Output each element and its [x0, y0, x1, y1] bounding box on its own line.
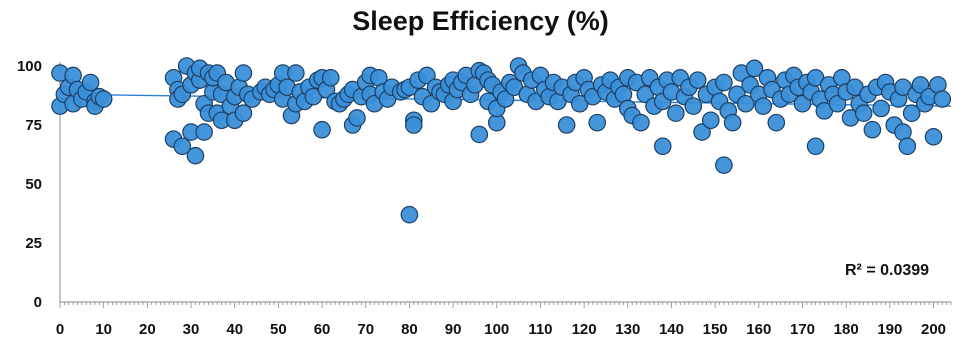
data-point — [418, 66, 436, 85]
y-tick-label: 25 — [25, 235, 42, 252]
data-point — [313, 120, 331, 139]
data-point — [688, 71, 707, 89]
data-point — [496, 90, 515, 108]
data-point — [767, 113, 786, 132]
data-point — [234, 104, 253, 122]
data-point — [715, 156, 733, 174]
x-tick-label: 40 — [226, 321, 243, 338]
x-tick-label: 30 — [183, 321, 200, 338]
x-tick-label: 100 — [484, 321, 509, 338]
data-point — [653, 137, 672, 156]
data-point — [81, 73, 100, 92]
x-tick-label: 190 — [877, 321, 902, 338]
x-tick-label: 160 — [746, 321, 771, 338]
y-tick-label: 50 — [25, 176, 42, 193]
data-point — [321, 69, 340, 87]
data-point — [173, 137, 192, 156]
data-point — [186, 146, 205, 165]
data-point — [736, 94, 755, 113]
data-point — [470, 125, 489, 144]
data-point — [863, 120, 882, 139]
data-point — [723, 113, 742, 132]
x-tick-label: 130 — [615, 321, 640, 338]
chart-title: Sleep Efficiency (%) — [352, 6, 609, 36]
x-tick-label: 150 — [703, 321, 728, 338]
data-point — [793, 94, 812, 113]
x-tick-label: 120 — [572, 321, 597, 338]
x-tick-label: 90 — [445, 321, 462, 338]
data-point — [701, 111, 720, 130]
x-tick-label: 60 — [314, 321, 331, 338]
data-point — [404, 116, 423, 134]
data-point — [422, 94, 441, 113]
x-tick-label: 200 — [921, 321, 946, 338]
data-point — [828, 94, 847, 113]
data-point — [684, 97, 703, 115]
data-point — [195, 123, 213, 141]
x-tick-label: 20 — [139, 321, 156, 338]
data-point — [588, 113, 607, 132]
x-tick-label: 10 — [95, 321, 112, 338]
x-tick-label: 50 — [270, 321, 287, 338]
data-point — [924, 128, 943, 146]
data-point — [667, 104, 685, 122]
data-point — [715, 73, 733, 92]
data-point — [94, 90, 113, 108]
data-point — [557, 116, 576, 134]
x-tick-label: 180 — [834, 321, 859, 338]
x-tick-label: 110 — [528, 321, 552, 338]
y-tick-label: 75 — [25, 117, 42, 134]
x-tick-label: 70 — [357, 321, 374, 338]
r-squared-annotation: R² = 0.0399 — [845, 262, 930, 279]
x-tick-label: 140 — [659, 321, 684, 338]
y-tick-label: 0 — [34, 294, 42, 311]
data-point — [348, 109, 366, 127]
x-tick-label: 170 — [790, 321, 815, 338]
data-point — [898, 137, 917, 156]
data-point — [872, 99, 890, 118]
data-point — [806, 137, 825, 156]
x-tick-label: 0 — [56, 321, 64, 338]
data-point — [234, 64, 253, 82]
data-point — [854, 104, 873, 122]
data-point — [933, 90, 952, 108]
data-point — [745, 59, 764, 78]
data-point — [902, 104, 921, 122]
data-point — [754, 97, 772, 115]
y-tick-label: 100 — [17, 58, 42, 75]
data-point — [693, 123, 711, 141]
data-point — [400, 205, 419, 224]
data-point — [632, 113, 650, 132]
x-tick-label: 80 — [401, 321, 418, 338]
data-point — [911, 76, 930, 94]
data-point — [287, 64, 305, 82]
